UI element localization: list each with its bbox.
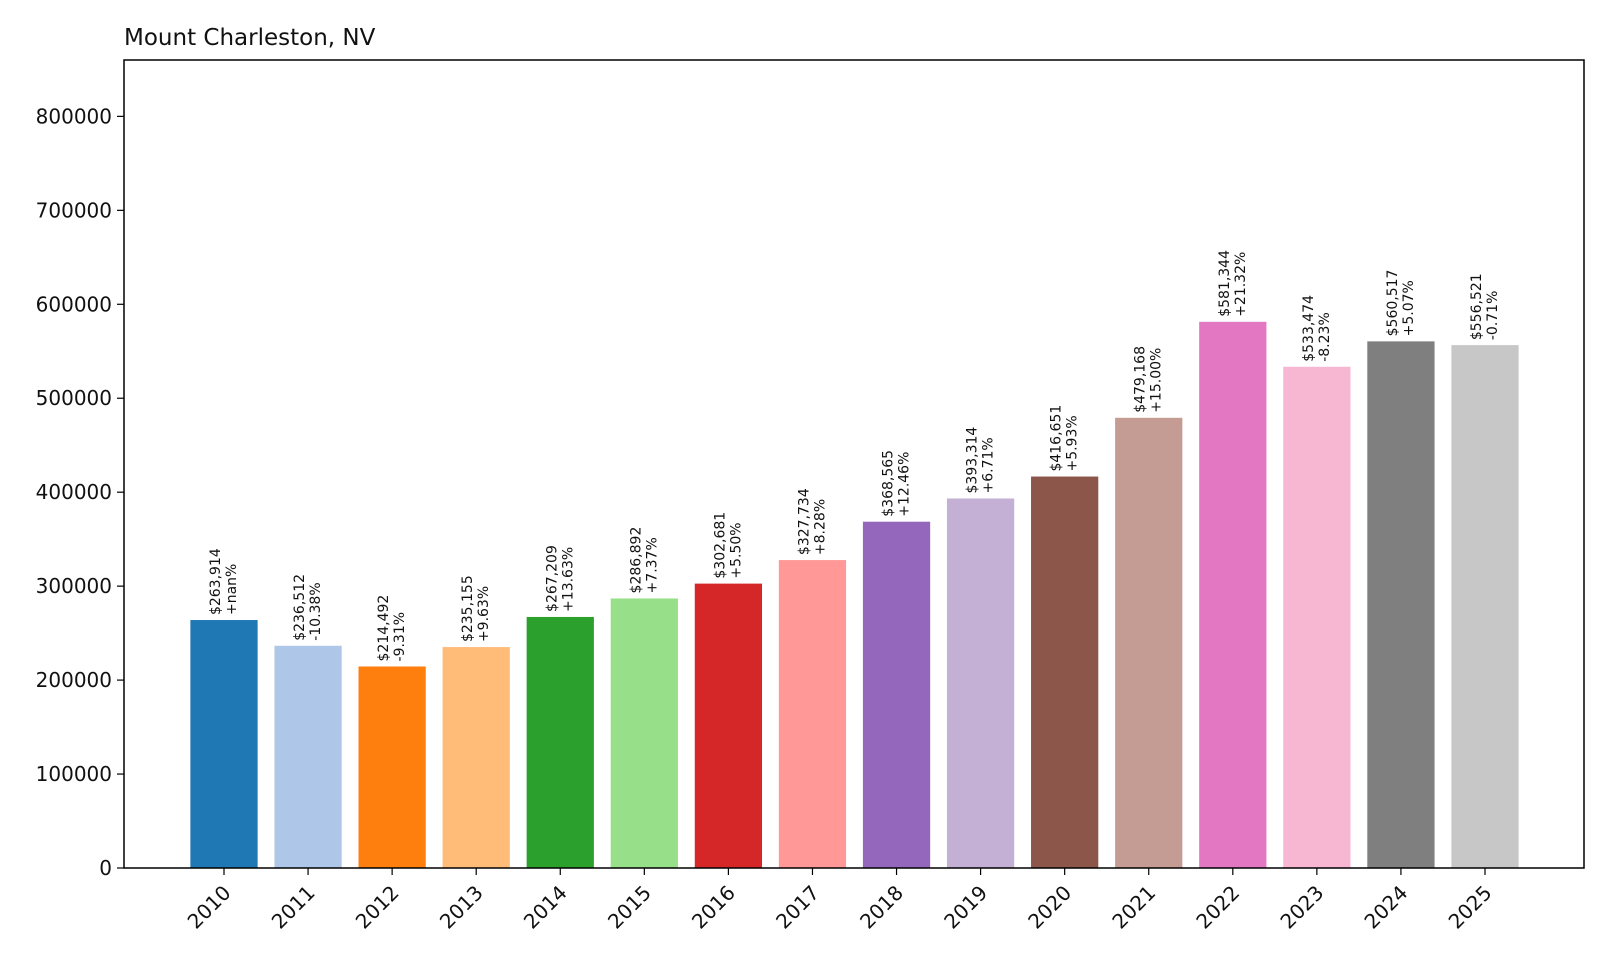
- y-tick-label-800000: 800000: [36, 104, 112, 128]
- bar-value-label-2014: $267,209: [544, 545, 560, 612]
- bar-change-label-2015: +7.37%: [644, 537, 660, 593]
- bar-2013: [442, 647, 510, 868]
- chart-title: Mount Charleston, NV: [124, 25, 376, 51]
- bar-2016: [694, 583, 763, 868]
- x-tick-label-2025: 2025: [1444, 881, 1497, 934]
- x-tick-label-2011: 2011: [267, 881, 320, 934]
- bar-change-label-2018: +12.46%: [897, 452, 913, 517]
- bar-change-label-2020: +5.93%: [1065, 415, 1081, 471]
- x-tick-label-2018: 2018: [855, 881, 908, 934]
- bar-value-label-2023: $533,474: [1301, 295, 1317, 362]
- x-axis: 2010 2011 2012 2013 2014 2015 2016 2017 2018 2019…: [183, 868, 1497, 934]
- x-tick-label-2017: 2017: [771, 881, 824, 934]
- bar-2014: [526, 616, 594, 868]
- bar-2022: [1199, 321, 1267, 868]
- x-tick-label-2012: 2012: [351, 881, 404, 934]
- x-tick-label-2022: 2022: [1191, 881, 1244, 934]
- bar-2019: [946, 498, 1015, 868]
- bar-value-label-2024: $560,517: [1385, 270, 1401, 337]
- bar-2010: [190, 620, 258, 868]
- bar-change-label-2011: -10.38%: [308, 582, 324, 640]
- x-tick-label-2019: 2019: [939, 881, 992, 934]
- bar-value-label-2019: $393,314: [965, 427, 981, 494]
- bar-change-label-2016: +5.50%: [728, 522, 744, 578]
- x-tick-label-2024: 2024: [1359, 881, 1412, 934]
- bar-change-label-2013: +9.63%: [476, 586, 492, 642]
- x-tick-label-2015: 2015: [603, 881, 656, 934]
- bar-change-label-2017: +8.28%: [812, 499, 828, 555]
- bar-2017: [778, 560, 847, 868]
- x-tick-label-2016: 2016: [687, 881, 740, 934]
- x-tick-label-2013: 2013: [435, 881, 488, 934]
- x-tick-label-2023: 2023: [1275, 881, 1328, 934]
- x-tick-label-2010: 2010: [183, 881, 236, 934]
- bar-value-label-2017: $327,734: [796, 488, 812, 555]
- y-tick-label-400000: 400000: [36, 480, 112, 504]
- bar-2025: [1451, 345, 1519, 868]
- bar-change-label-2010: +nan%: [224, 564, 240, 615]
- bar-change-label-2019: +6.71%: [981, 437, 997, 493]
- bar-change-label-2025: -0.71%: [1485, 291, 1501, 341]
- y-tick-label-500000: 500000: [36, 386, 112, 410]
- bar-change-label-2021: +15.00%: [1149, 348, 1165, 413]
- x-tick-label-2014: 2014: [519, 881, 572, 934]
- bar-value-label-2025: $556,521: [1469, 273, 1485, 340]
- y-tick-label-700000: 700000: [36, 198, 112, 222]
- bar-value-label-2016: $302,681: [712, 512, 728, 579]
- bar-value-label-2020: $416,651: [1049, 405, 1065, 472]
- bar-change-label-2012: -9.31%: [392, 612, 408, 662]
- bar-2020: [1031, 476, 1099, 868]
- plot-frame: [123, 59, 1585, 869]
- bar-2018: [862, 521, 931, 868]
- y-axis: 0 100000 200000 300000 400000 500000 600000 700…: [36, 104, 124, 880]
- bars-layer: [190, 321, 1519, 868]
- bar-value-label-2011: $236,512: [292, 574, 308, 641]
- y-tick-label-0: 0: [99, 856, 112, 880]
- bar-change-label-2024: +5.07%: [1401, 280, 1417, 336]
- x-tick-label-2020: 2020: [1023, 881, 1076, 934]
- bar-value-label-2018: $368,565: [881, 450, 897, 517]
- bar-value-label-2015: $286,892: [628, 527, 644, 594]
- bar-value-label-2021: $479,168: [1133, 346, 1149, 413]
- bar-2011: [274, 645, 342, 868]
- bar-2012: [358, 666, 426, 868]
- y-tick-label-600000: 600000: [36, 292, 112, 316]
- bar-change-label-2023: -8.23%: [1317, 312, 1333, 362]
- bar-2023: [1283, 366, 1351, 868]
- bar-2024: [1367, 341, 1435, 868]
- bar-2021: [1115, 417, 1183, 868]
- bar-value-label-2013: $235,155: [460, 575, 476, 642]
- bar-value-label-2010: $263,914: [208, 548, 224, 615]
- bar-change-label-2022: +21.32%: [1233, 252, 1249, 317]
- bar-change-label-2014: +13.63%: [560, 547, 576, 612]
- y-tick-label-200000: 200000: [36, 668, 112, 692]
- bar-2015: [610, 598, 678, 868]
- x-tick-label-2021: 2021: [1107, 881, 1160, 934]
- y-tick-label-300000: 300000: [36, 574, 112, 598]
- bar-value-label-2022: $581,344: [1217, 250, 1233, 317]
- bar-value-label-2012: $214,492: [376, 595, 392, 662]
- bar-labels-layer: $263,914 +nan% $236,512 -10.38% $214,492 -9.3…: [208, 250, 1501, 662]
- y-tick-label-100000: 100000: [36, 762, 112, 786]
